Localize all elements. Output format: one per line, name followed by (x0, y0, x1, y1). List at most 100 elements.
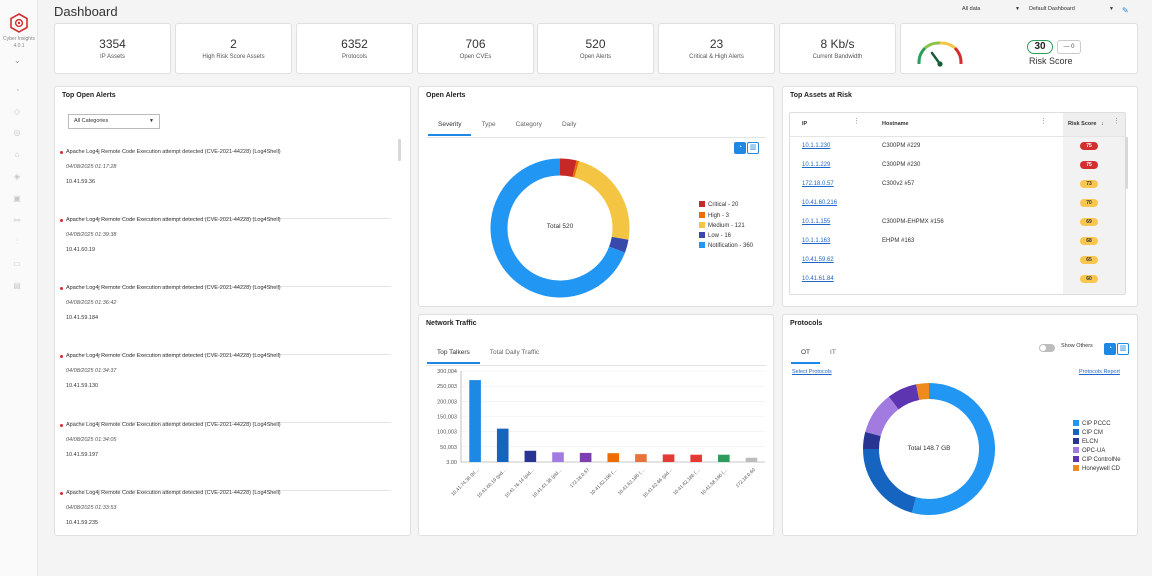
select-protocols-link[interactable]: Select Protocols (792, 369, 832, 375)
legend-item-cip-cm[interactable]: CIP CM (1073, 429, 1103, 436)
tab-type[interactable]: Type (481, 121, 496, 128)
report-nav-icon[interactable]: ▤ (13, 281, 21, 290)
chart-nav-icon[interactable]: ⫶ (16, 237, 18, 246)
network-nav-icon[interactable]: ⚯ (13, 216, 21, 225)
tab-daily[interactable]: Daily (561, 121, 577, 128)
kpi-critical-high-alerts[interactable]: 23 Critical & High Alerts (658, 23, 775, 74)
bar[interactable] (579, 452, 592, 462)
donut-slice-notification[interactable] (490, 158, 625, 298)
bar-view-icon[interactable]: ▥ (747, 142, 759, 154)
legend-item-low[interactable]: Low - 16 (699, 232, 731, 239)
data-filter-select[interactable]: All data ▼ (962, 3, 1020, 15)
bar[interactable] (662, 454, 675, 462)
tab-severity[interactable]: Severity (428, 121, 472, 136)
pie-view-icon[interactable]: ◔ (734, 142, 746, 154)
donut-slice-cip-pccc[interactable] (911, 383, 995, 515)
legend-item-medium[interactable]: Medium - 121 (699, 222, 745, 229)
dashboard-select[interactable]: Default Dashboard ▼ (1029, 3, 1114, 15)
column-menu-icon[interactable]: ⋮ (1040, 118, 1047, 125)
kpi-ip-assets[interactable]: 3354 IP Assets (54, 23, 171, 74)
kpi-protocols[interactable]: 6352 Protocols (296, 23, 413, 74)
bar[interactable] (718, 454, 730, 462)
legend-swatch (1073, 438, 1079, 444)
kpi-risk-score[interactable]: 30 — 0 Risk Score (900, 23, 1138, 74)
show-others-toggle[interactable] (1039, 344, 1055, 352)
asset-ip-link[interactable]: 10.41.59.62 (802, 257, 834, 263)
tab-top-talkers[interactable]: Top Talkers (427, 349, 480, 364)
dashboard-nav-icon[interactable]: ◔ (14, 86, 20, 95)
edit-icon[interactable]: ✎ (1122, 6, 1129, 15)
asset-ip-link[interactable]: 10.41.61.84 (802, 276, 834, 282)
open-alerts-tabs: Severity Type Category Daily (428, 121, 586, 136)
tab-ot[interactable]: OT (791, 349, 821, 364)
home-nav-icon[interactable]: ⌂ (14, 150, 20, 159)
scrollbar[interactable] (398, 139, 401, 161)
asset-ip-link[interactable]: 10.1.1.230 (802, 143, 831, 149)
alert-category-value: All Categories (74, 118, 109, 124)
legend-item-cip-controlnet[interactable]: CIP ControlNe (1073, 456, 1121, 463)
legend-item-opc-ua[interactable]: OPC-UA (1073, 447, 1105, 454)
sort-desc-icon[interactable]: ↓ (1101, 121, 1104, 127)
alert-ip: 10.41.59.184 (66, 315, 99, 321)
donut-slice-elcn[interactable] (863, 431, 881, 450)
tab-it[interactable]: IT (830, 349, 836, 356)
bar[interactable] (690, 454, 702, 462)
kpi-value: 8 Kb/s (820, 37, 855, 51)
asset-ip-link[interactable]: 172.18.0.57 (802, 181, 834, 187)
donut-slice-high[interactable] (572, 160, 580, 178)
bar[interactable] (552, 452, 564, 462)
legend-item-honeywell-cd[interactable]: Honeywell CD (1073, 465, 1120, 472)
donut-slice-honeywell-cd[interactable] (916, 383, 930, 400)
risk-score-badge: 65 (1080, 256, 1098, 264)
legend-swatch (1073, 456, 1079, 462)
bell-nav-icon[interactable]: ◇ (13, 107, 21, 116)
asset-ip-link[interactable]: 10.41.60.216 (802, 200, 838, 206)
pie-view-icon[interactable]: ◔ (1104, 343, 1116, 355)
legend-item-elcn[interactable]: ELCN (1073, 438, 1098, 445)
asset-ip-link[interactable]: 10.1.1.163 (802, 238, 831, 244)
x-tick-label: 10.41.62.186 (… (672, 467, 702, 497)
tab-total-daily-traffic[interactable]: Total Daily Traffic (489, 349, 540, 356)
bar-view-icon[interactable]: ▥ (1117, 343, 1129, 355)
open-alerts-panel: Open Alerts Severity Type Category Daily… (418, 86, 774, 307)
kpi-current-bandwidth[interactable]: 8 Kb/s Current Bandwidth (779, 23, 896, 74)
network-traffic-chart: 300,004 250,003 200,003 150,003 100,003 50,00… (437, 369, 765, 499)
grid-nav-icon[interactable]: ▣ (13, 194, 21, 203)
kpi-high-risk-assets[interactable]: 2 High Risk Score Assets (175, 23, 292, 74)
asset-ip-link[interactable]: 10.1.1.229 (802, 162, 831, 168)
column-header-ip[interactable]: IP (802, 121, 808, 127)
kpi-open-cves[interactable]: 706 Open CVEs (417, 23, 534, 74)
layers-nav-icon[interactable]: ◈ (13, 172, 21, 181)
window-nav-icon[interactable]: ▭ (13, 259, 21, 268)
legend-item-notification[interactable]: Notification - 360 (699, 242, 753, 249)
donut-slice-cip-controlne[interactable] (888, 384, 920, 410)
chevron-down-icon[interactable]: ⌄ (14, 56, 21, 65)
legend-swatch (699, 222, 705, 228)
column-header-risk-score[interactable]: Risk Score (1068, 121, 1097, 127)
donut-slice-opc-ua[interactable] (865, 396, 899, 437)
bar[interactable] (635, 454, 647, 462)
alert-nav-icon[interactable]: ◎ (13, 128, 21, 137)
donut-slice-low[interactable] (609, 236, 629, 253)
legend-item-critical[interactable]: Critical - 20 (699, 201, 738, 208)
column-header-hostname[interactable]: Hostname (882, 121, 909, 127)
bar[interactable] (496, 428, 509, 462)
bar[interactable] (524, 450, 537, 462)
kpi-open-alerts[interactable]: 520 Open Alerts (537, 23, 654, 74)
donut-slice-medium[interactable] (574, 161, 630, 240)
donut-slice-cip-cm[interactable] (863, 448, 917, 513)
asset-ip-link[interactable]: 10.1.1.155 (802, 219, 831, 225)
alert-title: Apache Log4j Remote Code Execution attem… (66, 217, 281, 223)
legend-item-cip-pccc[interactable]: CIP PCCC (1073, 420, 1111, 427)
protocols-report-link[interactable]: Protocols Report (1079, 369, 1120, 375)
column-menu-icon[interactable]: ⋮ (1113, 118, 1120, 125)
column-menu-icon[interactable]: ⋮ (853, 118, 860, 125)
donut-slice-critical[interactable] (559, 158, 577, 178)
scrollbar[interactable] (1125, 137, 1128, 189)
bar[interactable] (745, 457, 758, 462)
alert-category-select[interactable]: All Categories ▼ (68, 114, 160, 129)
bar[interactable] (607, 453, 620, 462)
bar[interactable] (469, 380, 481, 462)
tab-category[interactable]: Category (515, 121, 542, 128)
legend-item-high[interactable]: High - 3 (699, 212, 729, 219)
